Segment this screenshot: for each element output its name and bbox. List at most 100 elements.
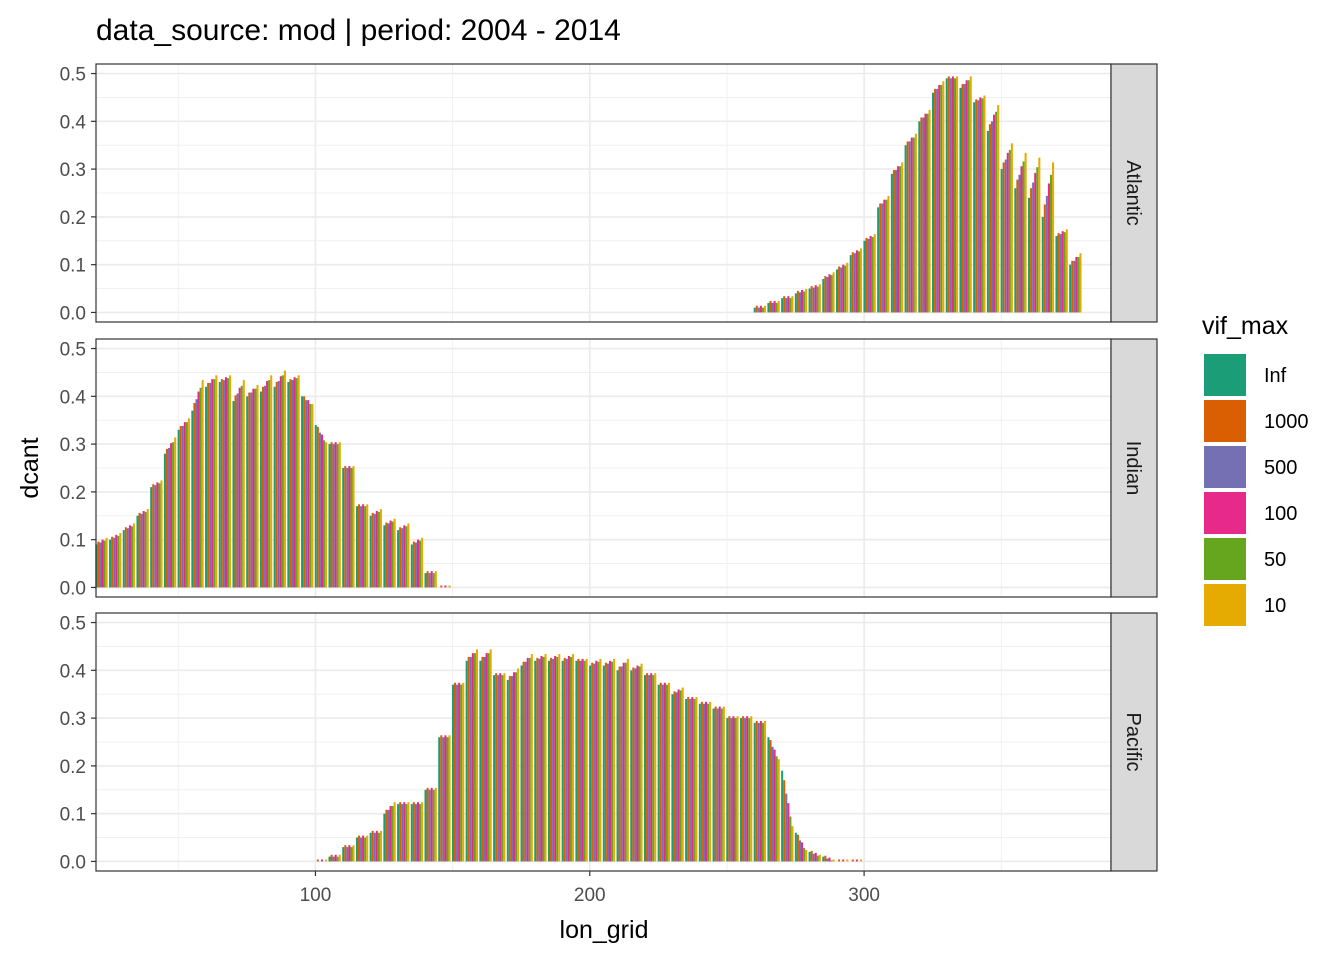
bar [397, 530, 400, 588]
bar [348, 466, 351, 588]
bar [332, 444, 335, 588]
bar [979, 97, 982, 313]
bar [1028, 197, 1031, 313]
bar [375, 511, 378, 588]
bar [773, 300, 776, 313]
bar [1043, 204, 1046, 313]
bar [405, 804, 408, 862]
bar [716, 708, 719, 862]
bar [581, 658, 584, 862]
bar [953, 78, 957, 313]
bar [350, 468, 353, 588]
bar [177, 429, 180, 588]
bar [818, 284, 821, 313]
bar [336, 444, 339, 588]
bar [399, 802, 402, 862]
bar [561, 660, 564, 862]
y-tick-label: 0.3 [60, 709, 86, 730]
bar [444, 735, 447, 862]
bar [163, 453, 166, 588]
y-tick-label: 0.2 [60, 208, 86, 229]
facet-label: Indian [1122, 441, 1144, 496]
bar [410, 544, 413, 588]
bar [469, 656, 472, 862]
bar [483, 656, 486, 862]
bar [377, 511, 380, 588]
bar [122, 530, 125, 588]
bar [973, 102, 976, 313]
bar [373, 832, 376, 862]
bar [534, 660, 537, 862]
bar [920, 117, 923, 313]
bar [493, 675, 496, 862]
bar [857, 251, 860, 313]
bar [803, 848, 806, 862]
bar [759, 720, 762, 862]
bar [401, 804, 404, 862]
bar [311, 403, 314, 588]
bar [822, 856, 825, 862]
bar [387, 523, 390, 588]
bar [259, 391, 262, 588]
bar [746, 716, 749, 862]
bar [671, 694, 674, 862]
bar [136, 515, 139, 588]
bar [1004, 159, 1007, 313]
bar [767, 302, 770, 313]
bar [838, 266, 841, 313]
bar [932, 92, 935, 313]
bar [389, 806, 392, 862]
bar [448, 735, 451, 862]
bar [524, 661, 527, 862]
bar [419, 804, 422, 862]
bar [154, 485, 157, 588]
bar [130, 526, 134, 588]
bar [426, 571, 429, 588]
bar [707, 703, 710, 862]
bar [554, 656, 557, 862]
bar [685, 699, 688, 862]
bar [775, 756, 778, 862]
bar [428, 573, 431, 588]
bar [440, 585, 443, 588]
bar [371, 512, 374, 588]
bar [419, 540, 422, 588]
bar [885, 199, 888, 313]
bar [726, 718, 729, 862]
bar [414, 804, 417, 862]
bar [362, 504, 365, 588]
bar [1010, 143, 1013, 313]
bar [366, 504, 369, 588]
bar [277, 381, 280, 588]
bar [389, 520, 392, 588]
bar [303, 396, 306, 588]
bar [591, 662, 594, 862]
bar [451, 684, 454, 862]
bar [526, 657, 529, 862]
bar [867, 238, 870, 313]
bar [785, 793, 788, 862]
facet-strip [1110, 612, 1158, 872]
bar [863, 240, 866, 313]
legend-label: 100 [1264, 503, 1297, 525]
bar [305, 400, 308, 588]
bar [620, 666, 623, 862]
bar [1008, 150, 1011, 313]
bar [744, 718, 747, 862]
bar [348, 845, 351, 862]
bar [342, 468, 345, 588]
bar [990, 121, 994, 313]
bar [387, 809, 390, 862]
bar [405, 526, 408, 588]
bar [626, 658, 629, 862]
bar [242, 380, 245, 588]
bar [412, 541, 415, 588]
bar [371, 830, 374, 862]
bar [899, 166, 902, 313]
bar [961, 84, 964, 313]
bar [530, 654, 533, 862]
bar [540, 656, 543, 862]
bar [111, 536, 114, 588]
bar [1049, 174, 1053, 313]
bar [279, 376, 282, 588]
